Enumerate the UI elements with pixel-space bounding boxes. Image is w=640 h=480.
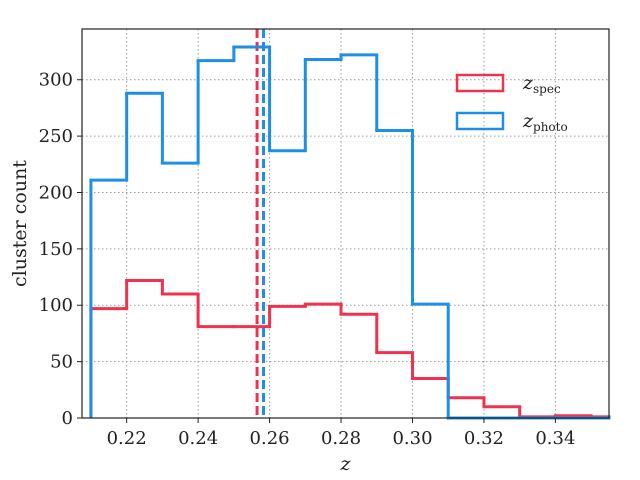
x-tick-label: 0.24 <box>178 428 218 449</box>
legend-swatch-photo <box>455 111 505 131</box>
x-tick-label: 0.30 <box>392 428 432 449</box>
legend-label-spec: zspec <box>522 72 561 96</box>
legend-swatch-spec <box>455 73 505 93</box>
data-layer <box>89 29 611 420</box>
y-tick-label: 100 <box>39 295 73 316</box>
legend-label-photo-sub: photo <box>533 120 568 134</box>
x-tick-label: 0.22 <box>107 428 147 449</box>
legend-label-spec-sub: spec <box>533 82 561 96</box>
y-tick-label: 0 <box>62 408 73 429</box>
y-axis-title: cluster count <box>9 160 31 287</box>
series-z_photo <box>89 29 611 420</box>
x-tick-label: 0.28 <box>321 428 361 449</box>
y-tick-label: 200 <box>39 182 73 203</box>
legend: zspec zphoto <box>455 72 568 134</box>
tick-layer: 0.22 0.24 0.26 0.28 0.30 0.32 0.34 0 50 100 150 200… <box>39 70 576 449</box>
x-tick-label: 0.32 <box>464 428 504 449</box>
x-tick-label: 0.34 <box>535 428 575 449</box>
y-tick-label: 50 <box>50 352 73 373</box>
x-axis-title: z <box>339 453 351 475</box>
legend-label-spec-main: z <box>522 72 534 94</box>
legend-label-photo: zphoto <box>522 110 568 134</box>
plot-frame <box>81 28 610 419</box>
x-tick-label: 0.26 <box>250 428 290 449</box>
y-tick-label: 250 <box>39 126 73 147</box>
legend-label-photo-main: z <box>522 110 534 132</box>
y-tick-label: 300 <box>39 70 73 91</box>
y-tick-label: 150 <box>39 239 73 260</box>
